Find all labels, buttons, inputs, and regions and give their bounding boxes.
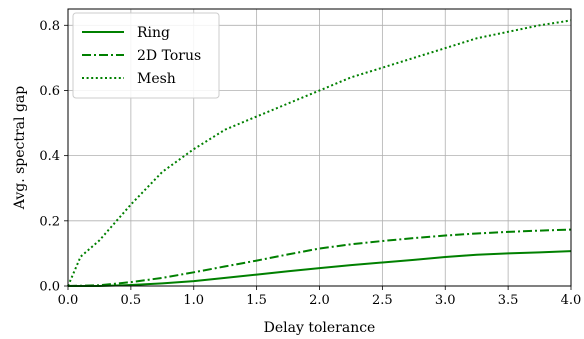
ticks: 0.0 0.5 1.0 1.5 2.0 2.5 3.0 3.5 4.0 0.0 0.2 0.4 0.6 0… bbox=[39, 19, 581, 308]
y-axis-label: Avg. spectral gap bbox=[12, 86, 28, 210]
series-line-ring bbox=[68, 250, 572, 287]
y-tick-label: 0.4 bbox=[39, 149, 60, 164]
legend-box bbox=[72, 12, 220, 99]
y-tick-label: 0.2 bbox=[39, 214, 60, 229]
y-tick-label: 0.6 bbox=[39, 84, 60, 99]
x-axis-label: Delay tolerance bbox=[264, 320, 376, 336]
x-tick-label: 0.5 bbox=[121, 293, 142, 308]
x-tick-label: 2.0 bbox=[309, 293, 330, 308]
x-tick-label: 3.0 bbox=[435, 293, 456, 308]
y-tick-label: 0.0 bbox=[39, 280, 60, 295]
x-tick-label: 1.5 bbox=[246, 293, 267, 308]
x-tick-label: 3.5 bbox=[498, 293, 519, 308]
x-tick-label: 0.0 bbox=[58, 293, 79, 308]
x-tick-label: 2.5 bbox=[372, 293, 393, 308]
legend-label: 2D Torus bbox=[137, 48, 201, 64]
legend: Ring 2D Torus Mesh bbox=[72, 12, 220, 99]
legend-label: Ring bbox=[137, 25, 170, 41]
legend-label: Mesh bbox=[137, 71, 176, 87]
x-tick-label: 1.0 bbox=[183, 293, 204, 308]
y-tick-label: 0.8 bbox=[39, 19, 60, 34]
series-lines bbox=[67, 19, 572, 287]
x-tick-label: 4.0 bbox=[561, 293, 582, 308]
